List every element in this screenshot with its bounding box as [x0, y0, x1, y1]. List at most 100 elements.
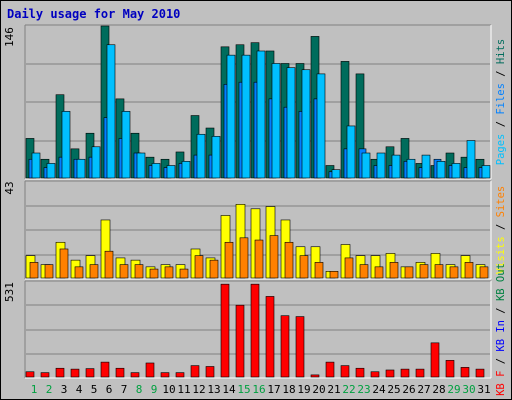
pages-bar — [121, 111, 131, 179]
kb-f-bar — [190, 365, 200, 378]
kb-f-bar — [220, 283, 230, 378]
sites-bar — [254, 239, 264, 279]
sites-bar — [269, 235, 279, 279]
sites-bar — [74, 266, 84, 279]
pages-bar — [196, 133, 206, 179]
x-axis-day-label: 11 — [177, 383, 190, 396]
pages-bar — [481, 165, 491, 179]
x-axis-day-label: 13 — [207, 383, 220, 396]
sites-bar — [104, 250, 114, 279]
sites-bar — [149, 268, 159, 279]
hits-axis-max-label: 146 — [3, 27, 16, 47]
pages-bar — [301, 69, 311, 179]
visits-axis-max-label: 43 — [3, 181, 16, 194]
sites-bar — [314, 262, 324, 279]
x-axis-day-label: 20 — [312, 383, 325, 396]
hits-legend-item: Pages — [495, 134, 507, 166]
x-axis-day-label: 12 — [192, 383, 205, 396]
sites-bar — [389, 262, 399, 279]
pages-bar — [256, 50, 266, 179]
hits-legend-item: Hits — [495, 39, 507, 64]
sites-bar — [209, 259, 219, 279]
kb-f-bar — [160, 372, 170, 378]
visits-legend-item: Sites — [495, 186, 507, 218]
pages-bar — [286, 67, 296, 179]
kb-f-bar — [25, 371, 35, 378]
sites-bar — [224, 241, 234, 279]
kb-f-bar — [475, 368, 485, 378]
pages-bar — [46, 163, 56, 179]
pages-bar — [421, 154, 431, 179]
sites-bar — [344, 257, 354, 279]
x-axis-day-label: 18 — [282, 383, 295, 396]
pages-bar — [181, 161, 191, 179]
sites-bar — [479, 266, 489, 279]
pages-bar — [91, 146, 101, 179]
kb-legend-item: / — [495, 301, 507, 320]
kb-f-bar — [265, 296, 275, 378]
pages-bar — [361, 152, 371, 179]
pages-bar — [106, 44, 116, 179]
x-axis-day-label: 30 — [462, 383, 475, 396]
sites-bar — [179, 268, 189, 279]
sites-bar — [359, 264, 369, 279]
pages-bar — [331, 169, 341, 179]
x-axis-day-label: 14 — [222, 383, 236, 396]
visits-legend: Visits / Sites — [495, 186, 507, 275]
sites-bar — [464, 262, 474, 279]
x-axis-day-label: 6 — [106, 383, 113, 396]
x-axis-day-label: 29 — [447, 383, 460, 396]
hits-legend: Pages / Files / Hits — [495, 39, 507, 165]
sites-bar — [239, 237, 249, 279]
sites-bar — [299, 255, 309, 279]
x-axis-day-label: 2 — [46, 383, 53, 396]
x-axis-day-label: 31 — [477, 383, 490, 396]
kb-f-bar — [55, 367, 65, 378]
sites-bar — [419, 264, 429, 279]
x-axis-day-label: 24 — [372, 383, 386, 396]
x-axis-day-label: 27 — [417, 383, 430, 396]
pages-bar — [61, 111, 71, 179]
kb-f-bar — [370, 371, 380, 378]
pages-bar — [376, 152, 386, 179]
sites-bar — [194, 255, 204, 279]
pages-bar — [316, 73, 326, 179]
pages-bar — [391, 154, 401, 179]
x-axis-day-label: 28 — [432, 383, 445, 396]
x-axis-day-label: 7 — [121, 383, 128, 396]
x-axis-day-label: 21 — [327, 383, 340, 396]
sites-bar — [134, 264, 144, 279]
sites-bar — [119, 264, 129, 279]
kb-f-bar — [445, 360, 455, 378]
kb-f-bar — [340, 365, 350, 378]
pages-bar — [76, 158, 86, 179]
x-axis-day-label: 23 — [357, 383, 370, 396]
sites-bar — [44, 264, 54, 279]
x-axis-day-label: 10 — [162, 383, 175, 396]
x-axis-day-label: 22 — [342, 383, 355, 396]
kb-f-bar — [385, 369, 395, 378]
kb-f-bar — [145, 362, 155, 378]
x-axis-day-label: 3 — [61, 383, 68, 396]
sites-bar — [284, 241, 294, 279]
kb-legend-item: KB F — [495, 371, 507, 396]
sites-bar — [374, 266, 384, 279]
kb-f-bar — [175, 372, 185, 378]
pages-bar — [346, 125, 356, 179]
kb-f-bar — [85, 368, 95, 378]
kb-legend-item: / — [495, 352, 507, 371]
pages-bar — [211, 136, 221, 179]
kb-f-bar — [280, 315, 290, 378]
kb-f-bar — [310, 374, 320, 378]
kb-f-bar — [235, 304, 245, 378]
sites-bar — [404, 266, 414, 279]
kb-f-bar — [460, 367, 470, 378]
chart-title: Daily usage for May 2010 — [7, 7, 180, 21]
kb-f-bar — [325, 361, 335, 378]
kb-legend-item: KB In — [495, 320, 507, 352]
x-axis-day-label: 19 — [297, 383, 310, 396]
x-axis-day-label: 5 — [91, 383, 98, 396]
pages-bar — [226, 54, 236, 179]
